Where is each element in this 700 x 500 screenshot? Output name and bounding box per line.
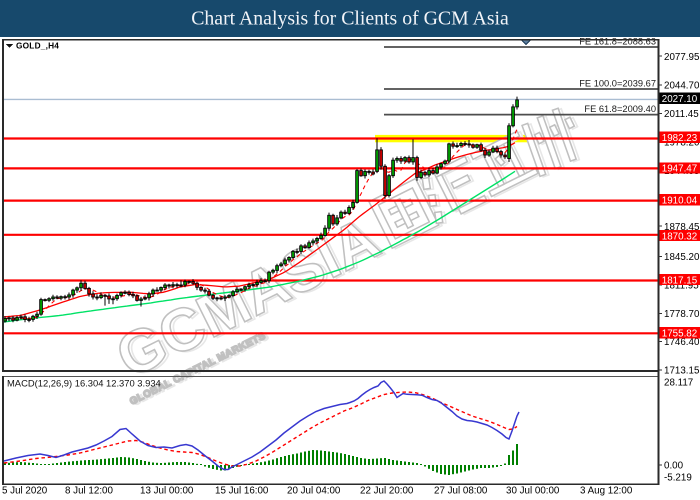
svg-text:2044.70: 2044.70 bbox=[664, 80, 700, 91]
svg-text:FE 161.8=2088.63: FE 161.8=2088.63 bbox=[579, 37, 656, 47]
svg-text:1746.40: 1746.40 bbox=[664, 337, 700, 348]
svg-text:1978.20: 1978.20 bbox=[664, 138, 700, 149]
svg-text:1811.95: 1811.95 bbox=[664, 281, 699, 292]
svg-text:15 Jul 16:00: 15 Jul 16:00 bbox=[215, 486, 269, 497]
svg-text:1910.04: 1910.04 bbox=[662, 196, 698, 207]
svg-text:-5.219: -5.219 bbox=[664, 473, 692, 484]
svg-text:1982.23: 1982.23 bbox=[662, 133, 698, 144]
svg-text:1845.20: 1845.20 bbox=[664, 252, 700, 263]
svg-text:13 Jul 00:00: 13 Jul 00:00 bbox=[140, 486, 194, 497]
svg-text:1755.82: 1755.82 bbox=[662, 329, 697, 340]
svg-text:5 Jul 2020: 5 Jul 2020 bbox=[2, 486, 48, 497]
svg-text:FE 100.0=2039.67: FE 100.0=2039.67 bbox=[579, 79, 656, 89]
svg-text:1870.32: 1870.32 bbox=[662, 231, 697, 242]
svg-text:1778.70: 1778.70 bbox=[664, 309, 700, 320]
svg-text:1878.45: 1878.45 bbox=[664, 222, 700, 233]
svg-text:MACD(12,26,9) 16.304 12.370 3.: MACD(12,26,9) 16.304 12.370 3.934 bbox=[7, 378, 161, 389]
svg-text:8 Jul 12:00: 8 Jul 12:00 bbox=[65, 486, 113, 497]
svg-text:28.117: 28.117 bbox=[664, 378, 693, 389]
svg-text:27 Jul 08:00: 27 Jul 08:00 bbox=[434, 486, 488, 497]
svg-text:1713.15: 1713.15 bbox=[664, 366, 700, 377]
svg-text:FE 61.8=2009.40: FE 61.8=2009.40 bbox=[584, 104, 656, 114]
svg-text:2027.10: 2027.10 bbox=[662, 94, 698, 105]
svg-text:1947.47: 1947.47 bbox=[662, 164, 697, 175]
svg-text:1817.15: 1817.15 bbox=[662, 275, 698, 286]
svg-text:22 Jul 20:00: 22 Jul 20:00 bbox=[360, 486, 414, 497]
svg-text:0.00: 0.00 bbox=[664, 461, 684, 472]
svg-text:30 Jul 00:00: 30 Jul 00:00 bbox=[506, 486, 560, 497]
svg-text:20 Jul 04:00: 20 Jul 04:00 bbox=[287, 486, 341, 497]
svg-text:3 Aug 12:00: 3 Aug 12:00 bbox=[580, 486, 633, 497]
svg-text:Chart Analysis for Clients of: Chart Analysis for Clients of GCM Asia bbox=[191, 8, 509, 30]
svg-text:GOLD_,H4: GOLD_,H4 bbox=[16, 41, 59, 51]
svg-text:2077.95: 2077.95 bbox=[664, 52, 700, 63]
svg-text:2011.45: 2011.45 bbox=[664, 109, 699, 120]
